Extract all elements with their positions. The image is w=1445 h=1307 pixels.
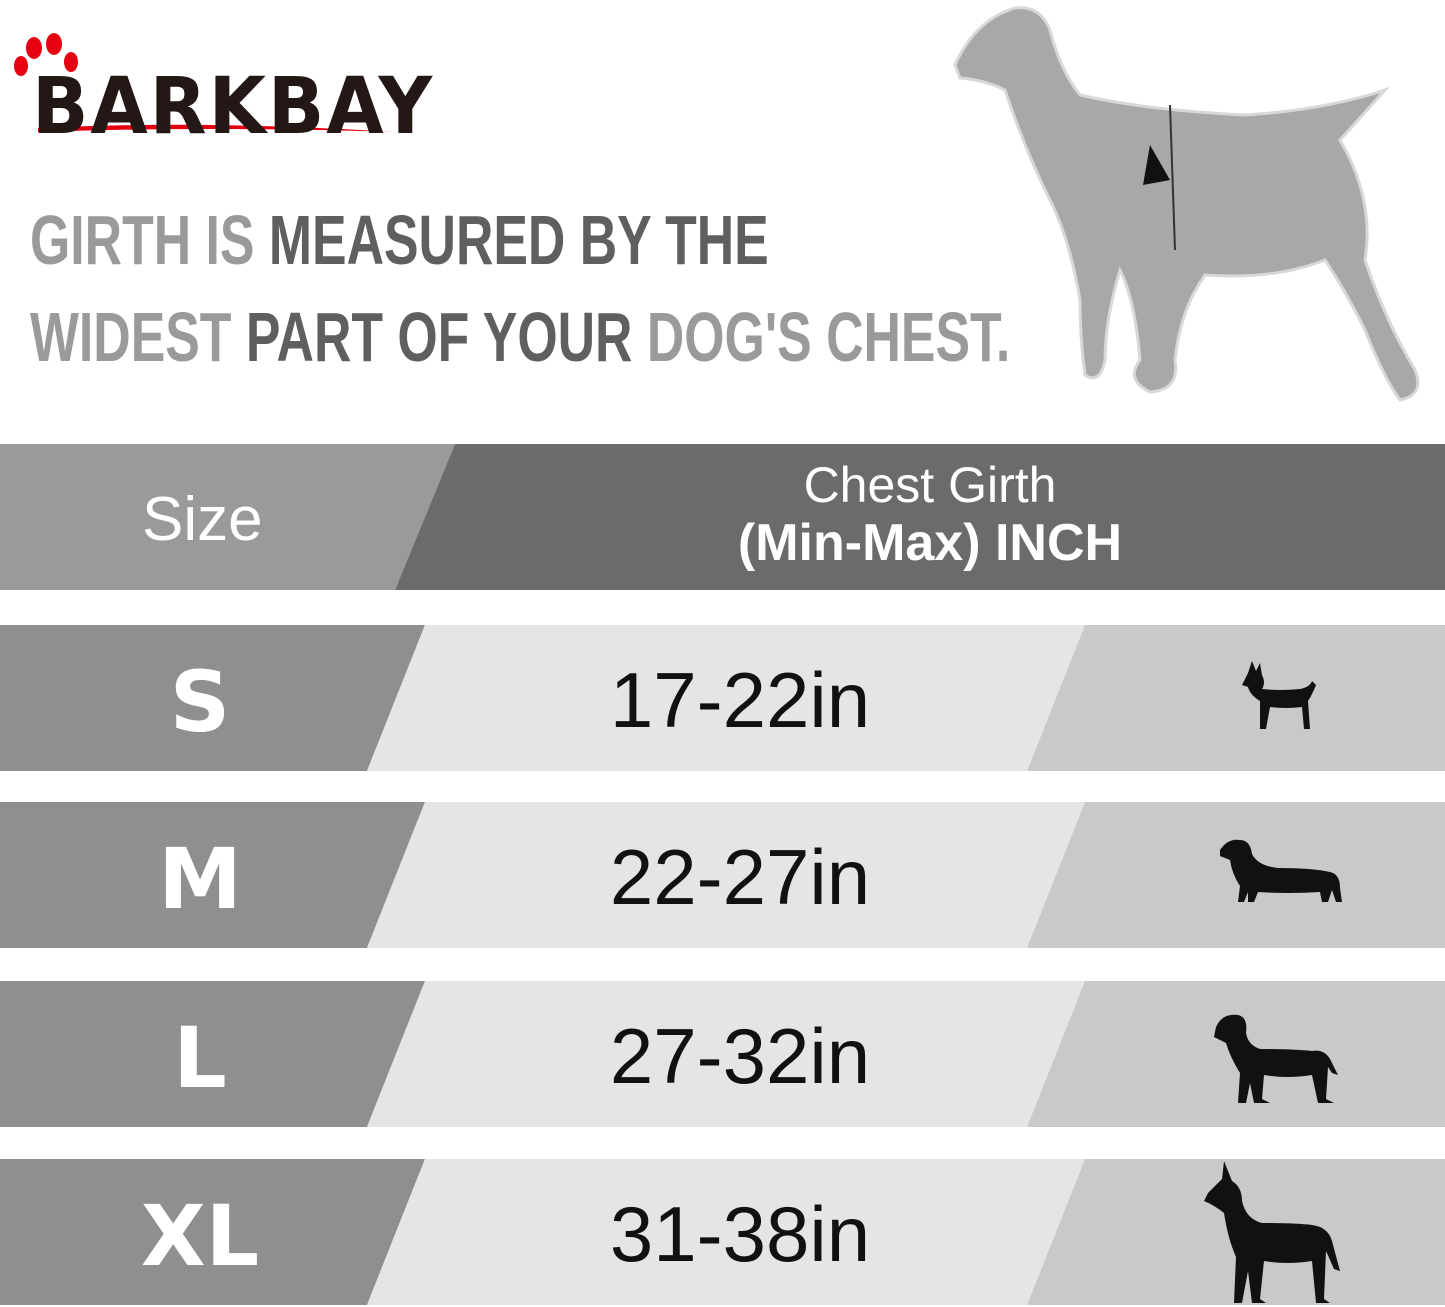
headline-segment: GIRTH IS — [30, 201, 255, 279]
headline-segment: DOG'S CHEST. — [646, 298, 1011, 376]
measured-dog-chest-icon — [953, 6, 1420, 402]
paw-icon — [14, 33, 393, 132]
size-label: S — [169, 653, 231, 751]
logo-text: BARKBAY — [32, 62, 435, 152]
girth-header-line-2: (Min-Max) INCH — [737, 514, 1123, 572]
headline-segment: PART OF YOUR — [245, 298, 633, 376]
table-header: Size Chest Girth (Min-Max) INCH — [0, 444, 1445, 590]
headline-segment: MEASURED BY THE — [268, 201, 769, 279]
size-row: S 17-22in — [0, 625, 1445, 771]
girth-range: 31-38in — [609, 1190, 871, 1278]
headline-line-1: GIRTH IS MEASURED BY THE — [30, 205, 769, 275]
headline-line-2: WIDEST PART OF YOUR DOG'S CHEST. — [30, 302, 1010, 372]
brand-logo: BARKBAY — [8, 20, 432, 152]
size-row: M 22-27in — [0, 802, 1445, 948]
girth-range: 22-27in — [609, 833, 871, 921]
size-column-header: Size — [142, 485, 263, 554]
size-label: L — [173, 1009, 227, 1107]
size-row: L 27-32in — [0, 981, 1445, 1127]
size-label: XL — [140, 1187, 260, 1285]
size-row: XL 31-38in — [0, 1159, 1445, 1305]
girth-range: 27-32in — [609, 1012, 871, 1100]
girth-range: 17-22in — [609, 656, 871, 744]
girth-header-line-1: Chest Girth — [803, 457, 1057, 513]
chest-girth-column-header: Chest Girth (Min-Max) INCH — [700, 456, 1160, 572]
headline-segment: WIDEST — [30, 298, 232, 376]
size-label: M — [158, 830, 242, 928]
